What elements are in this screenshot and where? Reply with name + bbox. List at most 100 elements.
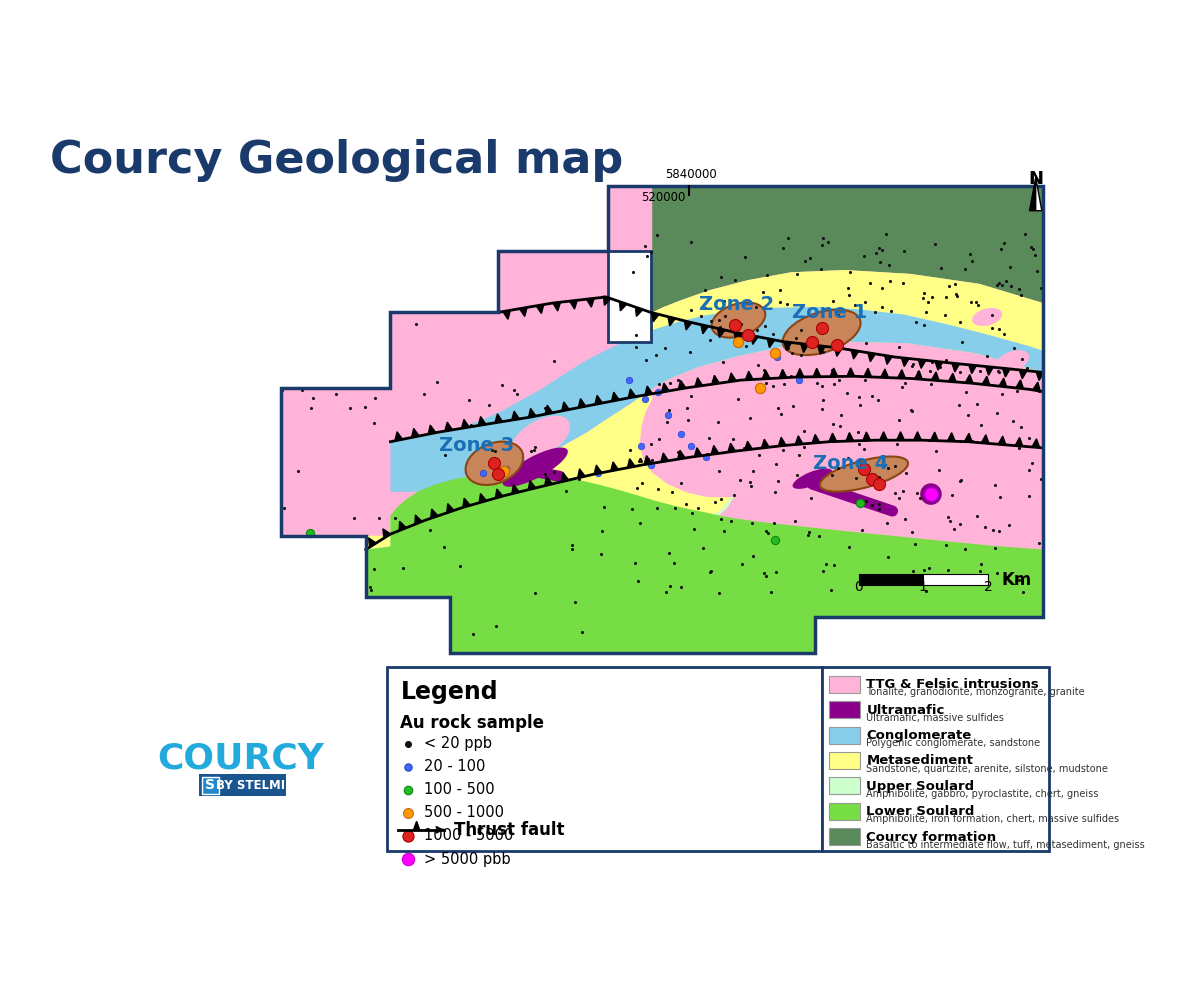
Point	[812, 401, 831, 417]
Point	[1003, 412, 1022, 428]
Bar	[829, 675, 860, 693]
Point	[825, 557, 844, 573]
Text: Conglomerate: Conglomerate	[866, 729, 971, 741]
Point	[1009, 281, 1028, 297]
Text: Zone 3: Zone 3	[439, 436, 514, 456]
Point	[846, 343, 865, 359]
Polygon shape	[678, 381, 685, 389]
Point	[903, 356, 922, 372]
Point	[992, 277, 1011, 293]
Text: 5840000: 5840000	[665, 169, 716, 181]
Point	[950, 364, 969, 380]
Polygon shape	[762, 439, 769, 448]
Point	[701, 314, 720, 329]
Text: Zone 4: Zone 4	[813, 454, 889, 472]
Point	[757, 524, 776, 539]
Point	[495, 463, 514, 479]
Polygon shape	[545, 405, 552, 414]
Bar	[200, 774, 286, 796]
Text: TTG & Felsic intrusions: TTG & Felsic intrusions	[866, 678, 1039, 691]
Polygon shape	[1015, 438, 1022, 447]
Point	[951, 516, 970, 531]
Point	[743, 515, 762, 530]
Polygon shape	[578, 398, 585, 407]
Text: Zone 1: Zone 1	[791, 303, 868, 321]
Point	[741, 478, 760, 494]
Point	[672, 426, 691, 442]
Point	[902, 359, 921, 375]
Point	[802, 490, 821, 506]
Point	[828, 460, 847, 476]
Point	[572, 624, 591, 640]
Bar	[829, 828, 860, 845]
Polygon shape	[901, 358, 909, 367]
Bar	[829, 727, 860, 743]
Point	[750, 447, 769, 462]
Point	[831, 418, 850, 434]
Polygon shape	[1032, 439, 1040, 448]
Point	[764, 378, 783, 393]
Point	[1032, 471, 1051, 487]
Polygon shape	[863, 432, 871, 441]
Point	[822, 363, 841, 379]
Polygon shape	[881, 369, 889, 378]
Point	[289, 462, 308, 478]
Point	[775, 376, 794, 391]
Point	[665, 500, 684, 516]
Polygon shape	[399, 522, 406, 530]
Point	[950, 396, 969, 412]
Text: Courcy Geological map: Courcy Geological map	[50, 139, 624, 182]
Point	[678, 412, 697, 428]
Text: < 20 ppb: < 20 ppb	[424, 737, 491, 751]
Point	[877, 227, 896, 243]
Point	[660, 401, 679, 417]
Point	[293, 382, 312, 397]
Point	[486, 617, 505, 633]
Polygon shape	[668, 317, 676, 325]
Point	[536, 400, 555, 416]
Point	[709, 585, 728, 600]
Point	[785, 514, 804, 529]
Point	[848, 424, 868, 440]
Point	[938, 562, 957, 578]
Point	[637, 352, 656, 368]
Point	[749, 357, 768, 373]
Point	[952, 334, 971, 350]
Point	[863, 388, 882, 404]
Point	[719, 372, 738, 387]
Point	[399, 828, 418, 844]
Polygon shape	[879, 432, 888, 440]
Polygon shape	[660, 453, 669, 462]
Polygon shape	[694, 448, 702, 457]
Point	[937, 353, 956, 369]
Point	[671, 475, 690, 491]
Point	[910, 490, 929, 506]
Point	[327, 387, 346, 402]
Point	[643, 452, 662, 467]
Point	[525, 443, 544, 458]
Polygon shape	[795, 436, 803, 445]
Point	[362, 582, 381, 598]
Point	[963, 433, 982, 449]
Point	[840, 287, 859, 303]
Point	[672, 580, 691, 596]
Text: 520000: 520000	[641, 191, 685, 204]
Point	[872, 280, 891, 296]
Polygon shape	[463, 498, 470, 508]
Point	[950, 315, 969, 330]
Point	[650, 431, 669, 447]
Polygon shape	[553, 302, 560, 311]
Point	[896, 512, 915, 528]
Point	[870, 496, 889, 512]
Point	[870, 476, 889, 492]
Point	[770, 295, 789, 311]
Point	[919, 295, 938, 311]
Point	[896, 464, 915, 480]
Point	[1023, 241, 1042, 256]
Point	[823, 294, 843, 310]
Polygon shape	[751, 335, 758, 344]
Point	[922, 290, 941, 306]
Point	[996, 273, 1015, 289]
Polygon shape	[868, 353, 876, 362]
Point	[459, 392, 478, 408]
